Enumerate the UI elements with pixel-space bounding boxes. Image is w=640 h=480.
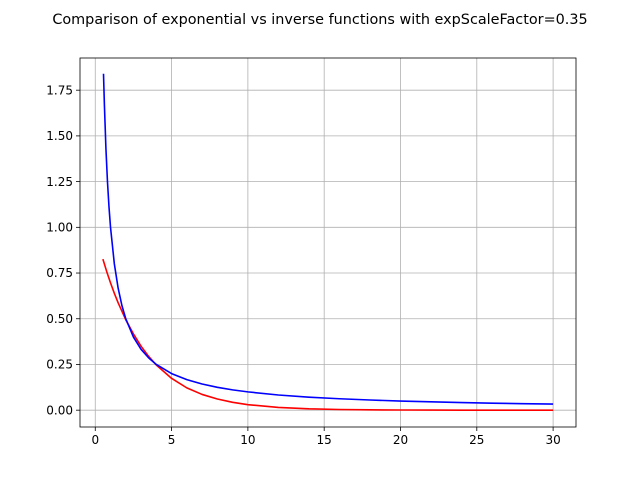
y-tick-label: 0.50: [46, 312, 73, 326]
series-line-2: [102, 73, 554, 405]
y-tick-label: 0.00: [46, 403, 73, 417]
plot-frame: [79, 57, 577, 428]
x-tick-label: 15: [317, 433, 332, 447]
y-tick-label: 1.50: [46, 129, 73, 143]
x-tick-label: 25: [469, 433, 484, 447]
y-tick-label: 1.75: [46, 83, 73, 97]
grid: [80, 58, 576, 427]
y-tick-label: 0.75: [46, 266, 73, 280]
series-line-1: [102, 258, 554, 411]
chart-title: Comparison of exponential vs inverse fun…: [52, 12, 587, 28]
x-tick-label: 20: [393, 433, 408, 447]
x-tick-label: 30: [545, 433, 560, 447]
series-layer: [102, 73, 554, 411]
axes: 0 5 10 15 20 25 30 0.00 0.25 0.50 0.75 1.00 1.25 1.50…: [46, 57, 577, 447]
y-tick-label: 1.00: [46, 221, 73, 235]
y-tick-label: 0.25: [46, 358, 73, 372]
y-tick-label: 1.25: [46, 175, 73, 189]
x-tick-label: 0: [91, 433, 99, 447]
x-tick-label: 5: [168, 433, 176, 447]
x-tick-label: 10: [240, 433, 255, 447]
